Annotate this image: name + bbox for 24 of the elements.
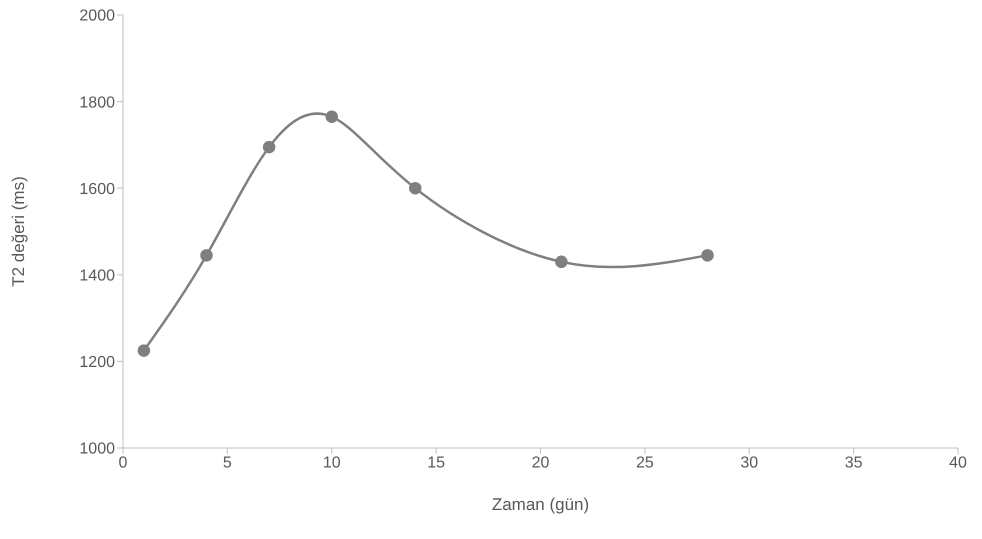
x-tick-label: 5: [222, 454, 232, 472]
y-axis-title: T2 değeri (ms): [9, 176, 28, 287]
point: [326, 110, 338, 124]
x-tick-label: 40: [949, 454, 967, 472]
x-tick-label: 0: [118, 454, 128, 472]
point: [409, 182, 422, 194]
y-tick-label: 1200: [79, 354, 116, 372]
x-tick-label: 30: [740, 454, 758, 472]
y-tick-label: 1800: [79, 94, 116, 112]
point: [200, 249, 213, 262]
y-tick-label: 1400: [79, 267, 116, 284]
point: [138, 344, 150, 357]
x-tick-label: 25: [636, 454, 654, 472]
y-tick-label: 1000: [79, 440, 116, 458]
x-axis-title: Zaman (gün): [492, 495, 590, 514]
point: [555, 256, 568, 268]
y-tick-label: 1600: [79, 180, 116, 198]
x-tick-label: 20: [532, 454, 550, 472]
point: [262, 140, 276, 154]
x-tick-label: 10: [322, 454, 341, 472]
x-tick-label: 35: [844, 454, 863, 472]
x-tick-label: 15: [427, 454, 446, 472]
point: [701, 249, 714, 262]
y-tick-label: 2000: [79, 8, 116, 25]
